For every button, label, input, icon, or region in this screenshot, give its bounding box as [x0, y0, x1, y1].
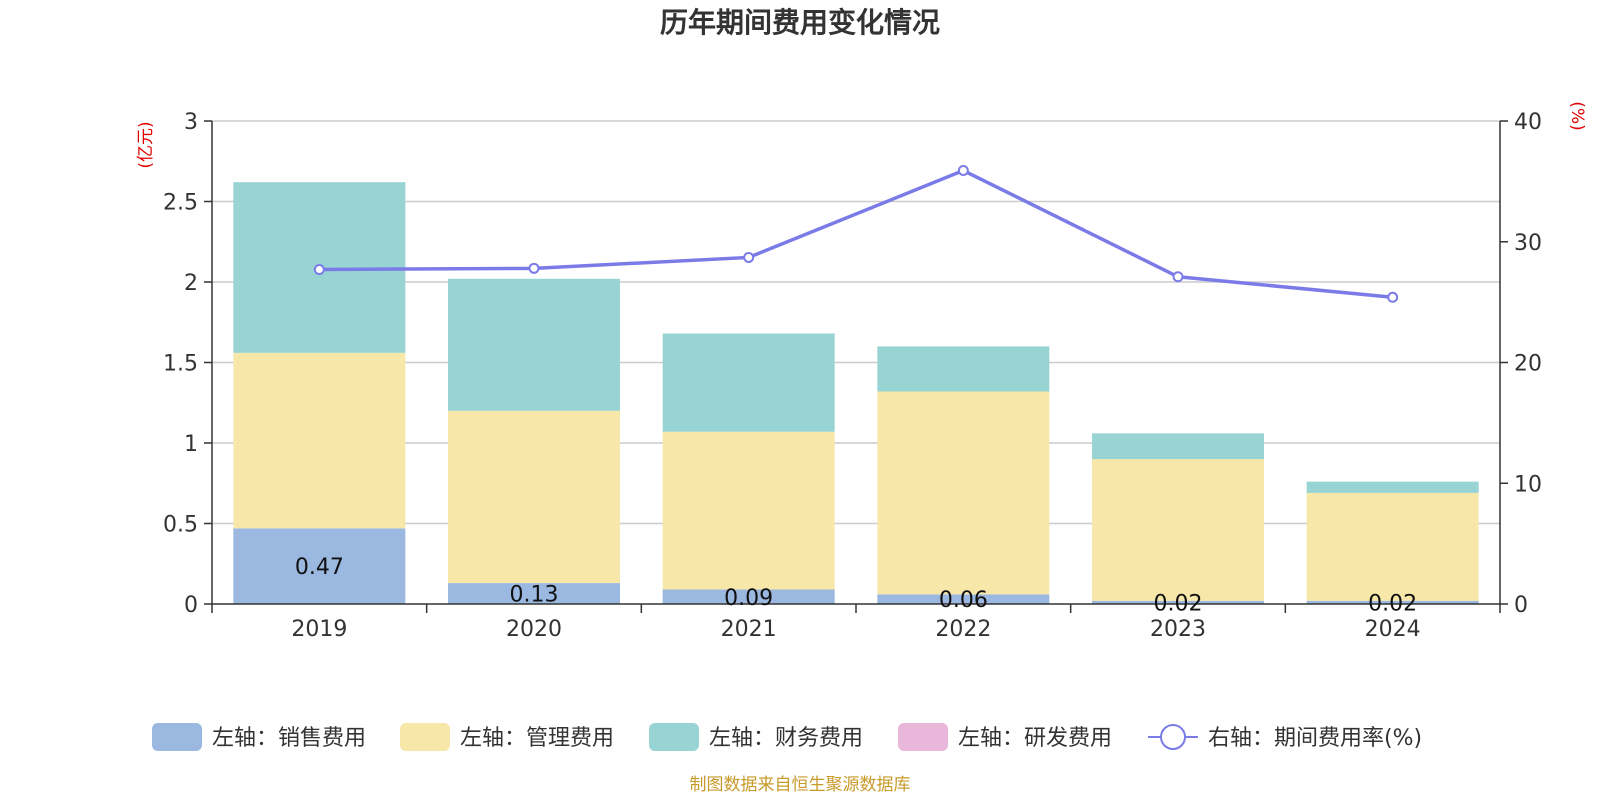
legend-marker-icon[interactable]: [1160, 724, 1186, 750]
legend-label[interactable]: 左轴：管理费用: [460, 726, 614, 751]
x-tick-label: 2022: [935, 617, 991, 642]
chart-title: 历年期间费用变化情况: [660, 6, 940, 39]
legend-swatch[interactable]: [898, 723, 948, 751]
bar-series: [233, 182, 1479, 604]
left-tick-label: 3: [184, 110, 198, 135]
bar-segment: [1306, 600, 1479, 604]
legend-label[interactable]: 右轴：期间费用率(%): [1208, 726, 1422, 751]
bar-segment: [877, 391, 1050, 595]
left-tick-label: 0: [184, 593, 198, 618]
left-tick-label: 1: [184, 432, 198, 457]
bar-segment: [1306, 492, 1479, 601]
bar-segment: [448, 278, 620, 411]
right-tick-label: 10: [1514, 472, 1542, 497]
rate-point: [743, 251, 755, 263]
left-tick-label: 2.5: [163, 191, 198, 216]
x-tick-label: 2021: [721, 617, 777, 642]
data-label: 0.13: [510, 583, 559, 608]
legend-label[interactable]: 左轴：财务费用: [709, 726, 863, 751]
bar-segment: [448, 583, 620, 604]
data-label: 0.09: [724, 586, 773, 611]
rate-point: [957, 165, 969, 177]
data-labels: 0.47 0.13 0.09 0.06 0.02 0.02: [295, 555, 1417, 616]
right-tick-label: 0: [1514, 593, 1528, 618]
bar-segment: [662, 333, 835, 432]
bar-segment: [1306, 481, 1479, 493]
rate-point: [313, 264, 325, 276]
right-tick-label: 20: [1514, 352, 1542, 377]
legend-swatch[interactable]: [649, 723, 699, 751]
bar-segment: [233, 352, 406, 529]
legend-swatch[interactable]: [152, 723, 202, 751]
bar-segment: [662, 589, 835, 604]
rate-point: [1172, 271, 1184, 283]
legend-label[interactable]: 左轴：研发费用: [958, 726, 1112, 751]
legend-swatch[interactable]: [400, 723, 450, 751]
bar-segment: [233, 528, 406, 604]
bar-segment: [877, 346, 1050, 392]
x-tick-label: 2024: [1365, 617, 1421, 642]
data-label: 0.02: [1154, 591, 1203, 616]
bar-segment: [1092, 459, 1264, 601]
x-tick-label: 2019: [291, 617, 347, 642]
data-label: 0.06: [939, 588, 988, 613]
left-axis-unit: (亿元): [136, 121, 156, 168]
data-label: 0.47: [295, 555, 344, 580]
right-tick-label: 40: [1514, 110, 1542, 135]
data-label: 0.02: [1368, 591, 1417, 616]
bar-segment: [448, 410, 620, 584]
right-axis-unit: (%): [1567, 101, 1587, 130]
x-tick-label: 2023: [1150, 617, 1206, 642]
legend[interactable]: 左轴：销售费用 左轴：管理费用 左轴：财务费用 左轴：研发费用 右轴：期间费用率(%): [152, 723, 1422, 751]
rate-line: [319, 168, 1393, 300]
left-tick-label: 1.5: [163, 352, 198, 377]
data-source: 制图数据来自恒生聚源数据库: [690, 775, 911, 795]
rate-point: [1387, 291, 1399, 303]
line-series: [313, 165, 1399, 303]
left-tick-label: 2: [184, 271, 198, 296]
rate-point: [528, 262, 540, 274]
x-tick-label: 2020: [506, 617, 562, 642]
legend-label[interactable]: 左轴：销售费用: [212, 726, 366, 751]
right-tick-label: 30: [1514, 231, 1542, 256]
bar-segment: [1092, 433, 1264, 460]
bar-segment: [877, 594, 1050, 604]
bar-segment: [662, 431, 835, 590]
gridlines: [212, 120, 1500, 525]
bar-segment: [1092, 600, 1264, 604]
left-tick-label: 0.5: [163, 513, 198, 538]
